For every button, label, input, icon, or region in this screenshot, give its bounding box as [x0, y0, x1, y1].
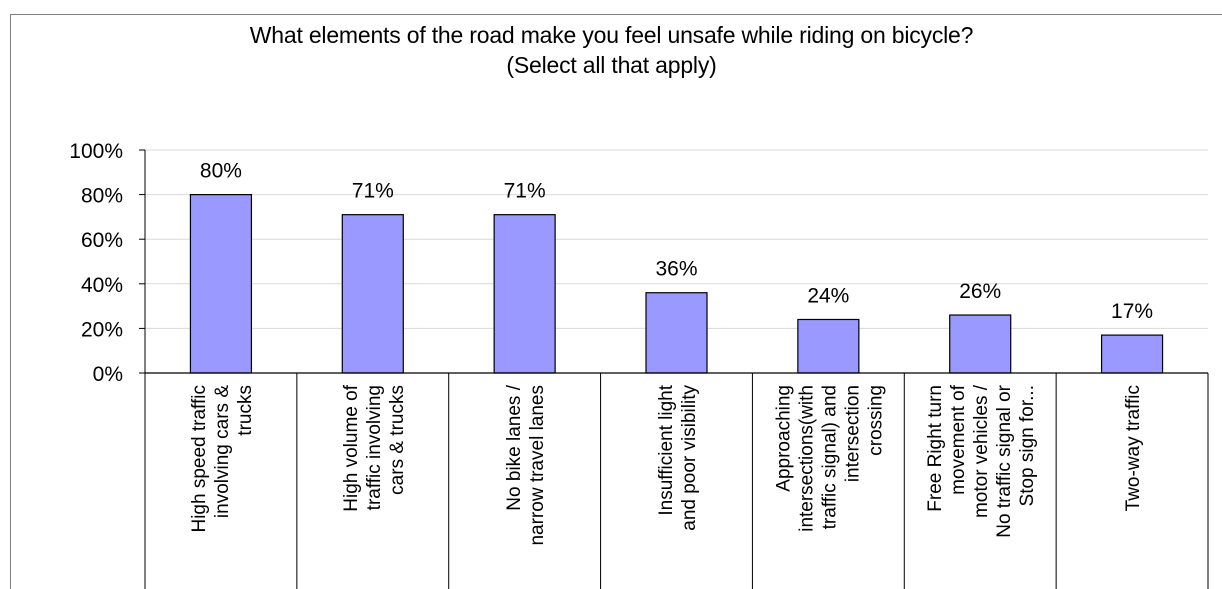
x-category-label-line: traffic involving — [364, 385, 385, 510]
x-category-label-line: movement of — [948, 384, 969, 495]
x-category-label-line: Approaching — [773, 385, 794, 492]
bar — [341, 214, 404, 374]
x-category-label-line: intersections(with — [796, 385, 817, 532]
y-tick-label: 80% — [81, 185, 123, 208]
x-category-label-line: traffic signal) and — [819, 385, 840, 529]
data-label: 80% — [200, 160, 242, 183]
x-category-label: Insufficient light and poor visibility — [656, 384, 700, 530]
x-category-label: High speed traffic involving cars & trucks — [189, 385, 256, 533]
data-label: 71% — [352, 180, 394, 203]
x-category-label-line: Two-way traffic — [1123, 385, 1144, 511]
x-category-label-line: cars & trucks — [387, 385, 408, 495]
x-category-label-line: intersection — [842, 385, 863, 482]
x-category-label-line: involving cars & — [212, 385, 233, 518]
x-category-label: Two-way traffic — [1123, 385, 1144, 511]
bar — [493, 214, 556, 374]
x-category-label-line: motor vehicles / — [971, 384, 992, 518]
y-tick-label: 100% — [69, 140, 123, 163]
chart-frame — [10, 14, 1222, 589]
x-category-label: High volume of traffic involving cars & tr… — [341, 384, 408, 511]
y-tick-label: 60% — [81, 229, 123, 252]
chart-title-line1: What elements of the road make you feel … — [249, 22, 974, 48]
x-category-label-line: trucks — [235, 385, 256, 436]
x-category-label-line: Insufficient light — [656, 384, 677, 515]
x-category-label-line: Free Right turn — [925, 385, 946, 512]
x-category-label-line: No bike lanes / — [504, 384, 525, 510]
x-category-label: Approaching intersections(with traffic sig… — [773, 385, 886, 532]
y-tick-label: 0% — [93, 363, 123, 386]
x-category-label: Free Right turn movement of motor vehicles… — [925, 384, 1038, 538]
x-category-label-line: narrow travel lanes — [527, 385, 548, 546]
y-tick-label: 20% — [81, 318, 123, 341]
x-category-label-line: and poor visibility — [679, 385, 700, 531]
data-label: 26% — [959, 280, 1001, 303]
x-category-label-line: crossing — [865, 385, 886, 456]
bar — [189, 194, 253, 374]
bar — [797, 318, 860, 374]
x-category-label-line: High speed traffic — [189, 385, 210, 533]
data-label: 71% — [504, 180, 546, 203]
x-category-label-line: High volume of — [341, 384, 362, 511]
x-category-label: No bike lanes / narrow travel lanes — [504, 384, 548, 545]
chart-title: What elements of the road make you feel … — [10, 20, 1213, 80]
x-category-label-line: No traffic signal or — [994, 384, 1015, 537]
bar — [1100, 334, 1164, 374]
bar — [949, 314, 1012, 374]
x-category-label-line: Stop sign for... — [1017, 385, 1038, 506]
data-label: 36% — [655, 258, 697, 281]
data-label: 24% — [807, 284, 849, 307]
bar — [645, 292, 708, 374]
y-tick-label: 40% — [81, 274, 123, 297]
data-label: 17% — [1111, 300, 1153, 323]
chart-subtitle: (Select all that apply) — [506, 52, 717, 78]
